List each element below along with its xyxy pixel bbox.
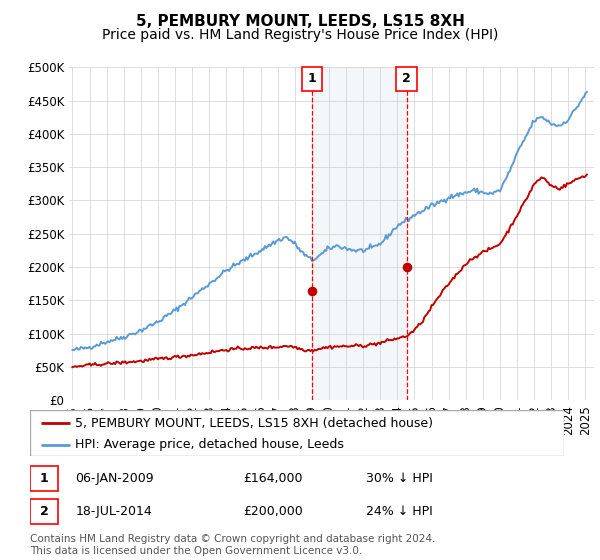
Text: HPI: Average price, detached house, Leeds: HPI: Average price, detached house, Leed…	[76, 438, 344, 451]
Text: 24% ↓ HPI: 24% ↓ HPI	[367, 505, 433, 518]
Text: Price paid vs. HM Land Registry's House Price Index (HPI): Price paid vs. HM Land Registry's House …	[102, 28, 498, 42]
Bar	[312, 67, 407, 400]
Text: 5, PEMBURY MOUNT, LEEDS, LS15 8XH: 5, PEMBURY MOUNT, LEEDS, LS15 8XH	[136, 14, 464, 29]
Bar	[397, 67, 417, 91]
Text: Contains HM Land Registry data © Crown copyright and database right 2024.
This d: Contains HM Land Registry data © Crown c…	[30, 534, 436, 556]
Text: 30% ↓ HPI: 30% ↓ HPI	[367, 472, 433, 485]
Point	[402, 263, 412, 272]
Bar	[30, 499, 58, 524]
Text: 18-JUL-2014: 18-JUL-2014	[76, 505, 152, 518]
Point	[307, 287, 317, 296]
Text: 5, PEMBURY MOUNT, LEEDS, LS15 8XH (detached house): 5, PEMBURY MOUNT, LEEDS, LS15 8XH (detac…	[76, 417, 433, 430]
Text: 06-JAN-2009: 06-JAN-2009	[76, 472, 154, 485]
Text: 1: 1	[40, 472, 48, 485]
Bar	[302, 67, 322, 91]
Text: £164,000: £164,000	[244, 472, 303, 485]
Text: 1: 1	[308, 72, 317, 85]
Text: 2: 2	[402, 72, 411, 85]
Text: £200,000: £200,000	[244, 505, 304, 518]
Text: 2: 2	[40, 505, 48, 518]
Bar	[30, 466, 58, 491]
